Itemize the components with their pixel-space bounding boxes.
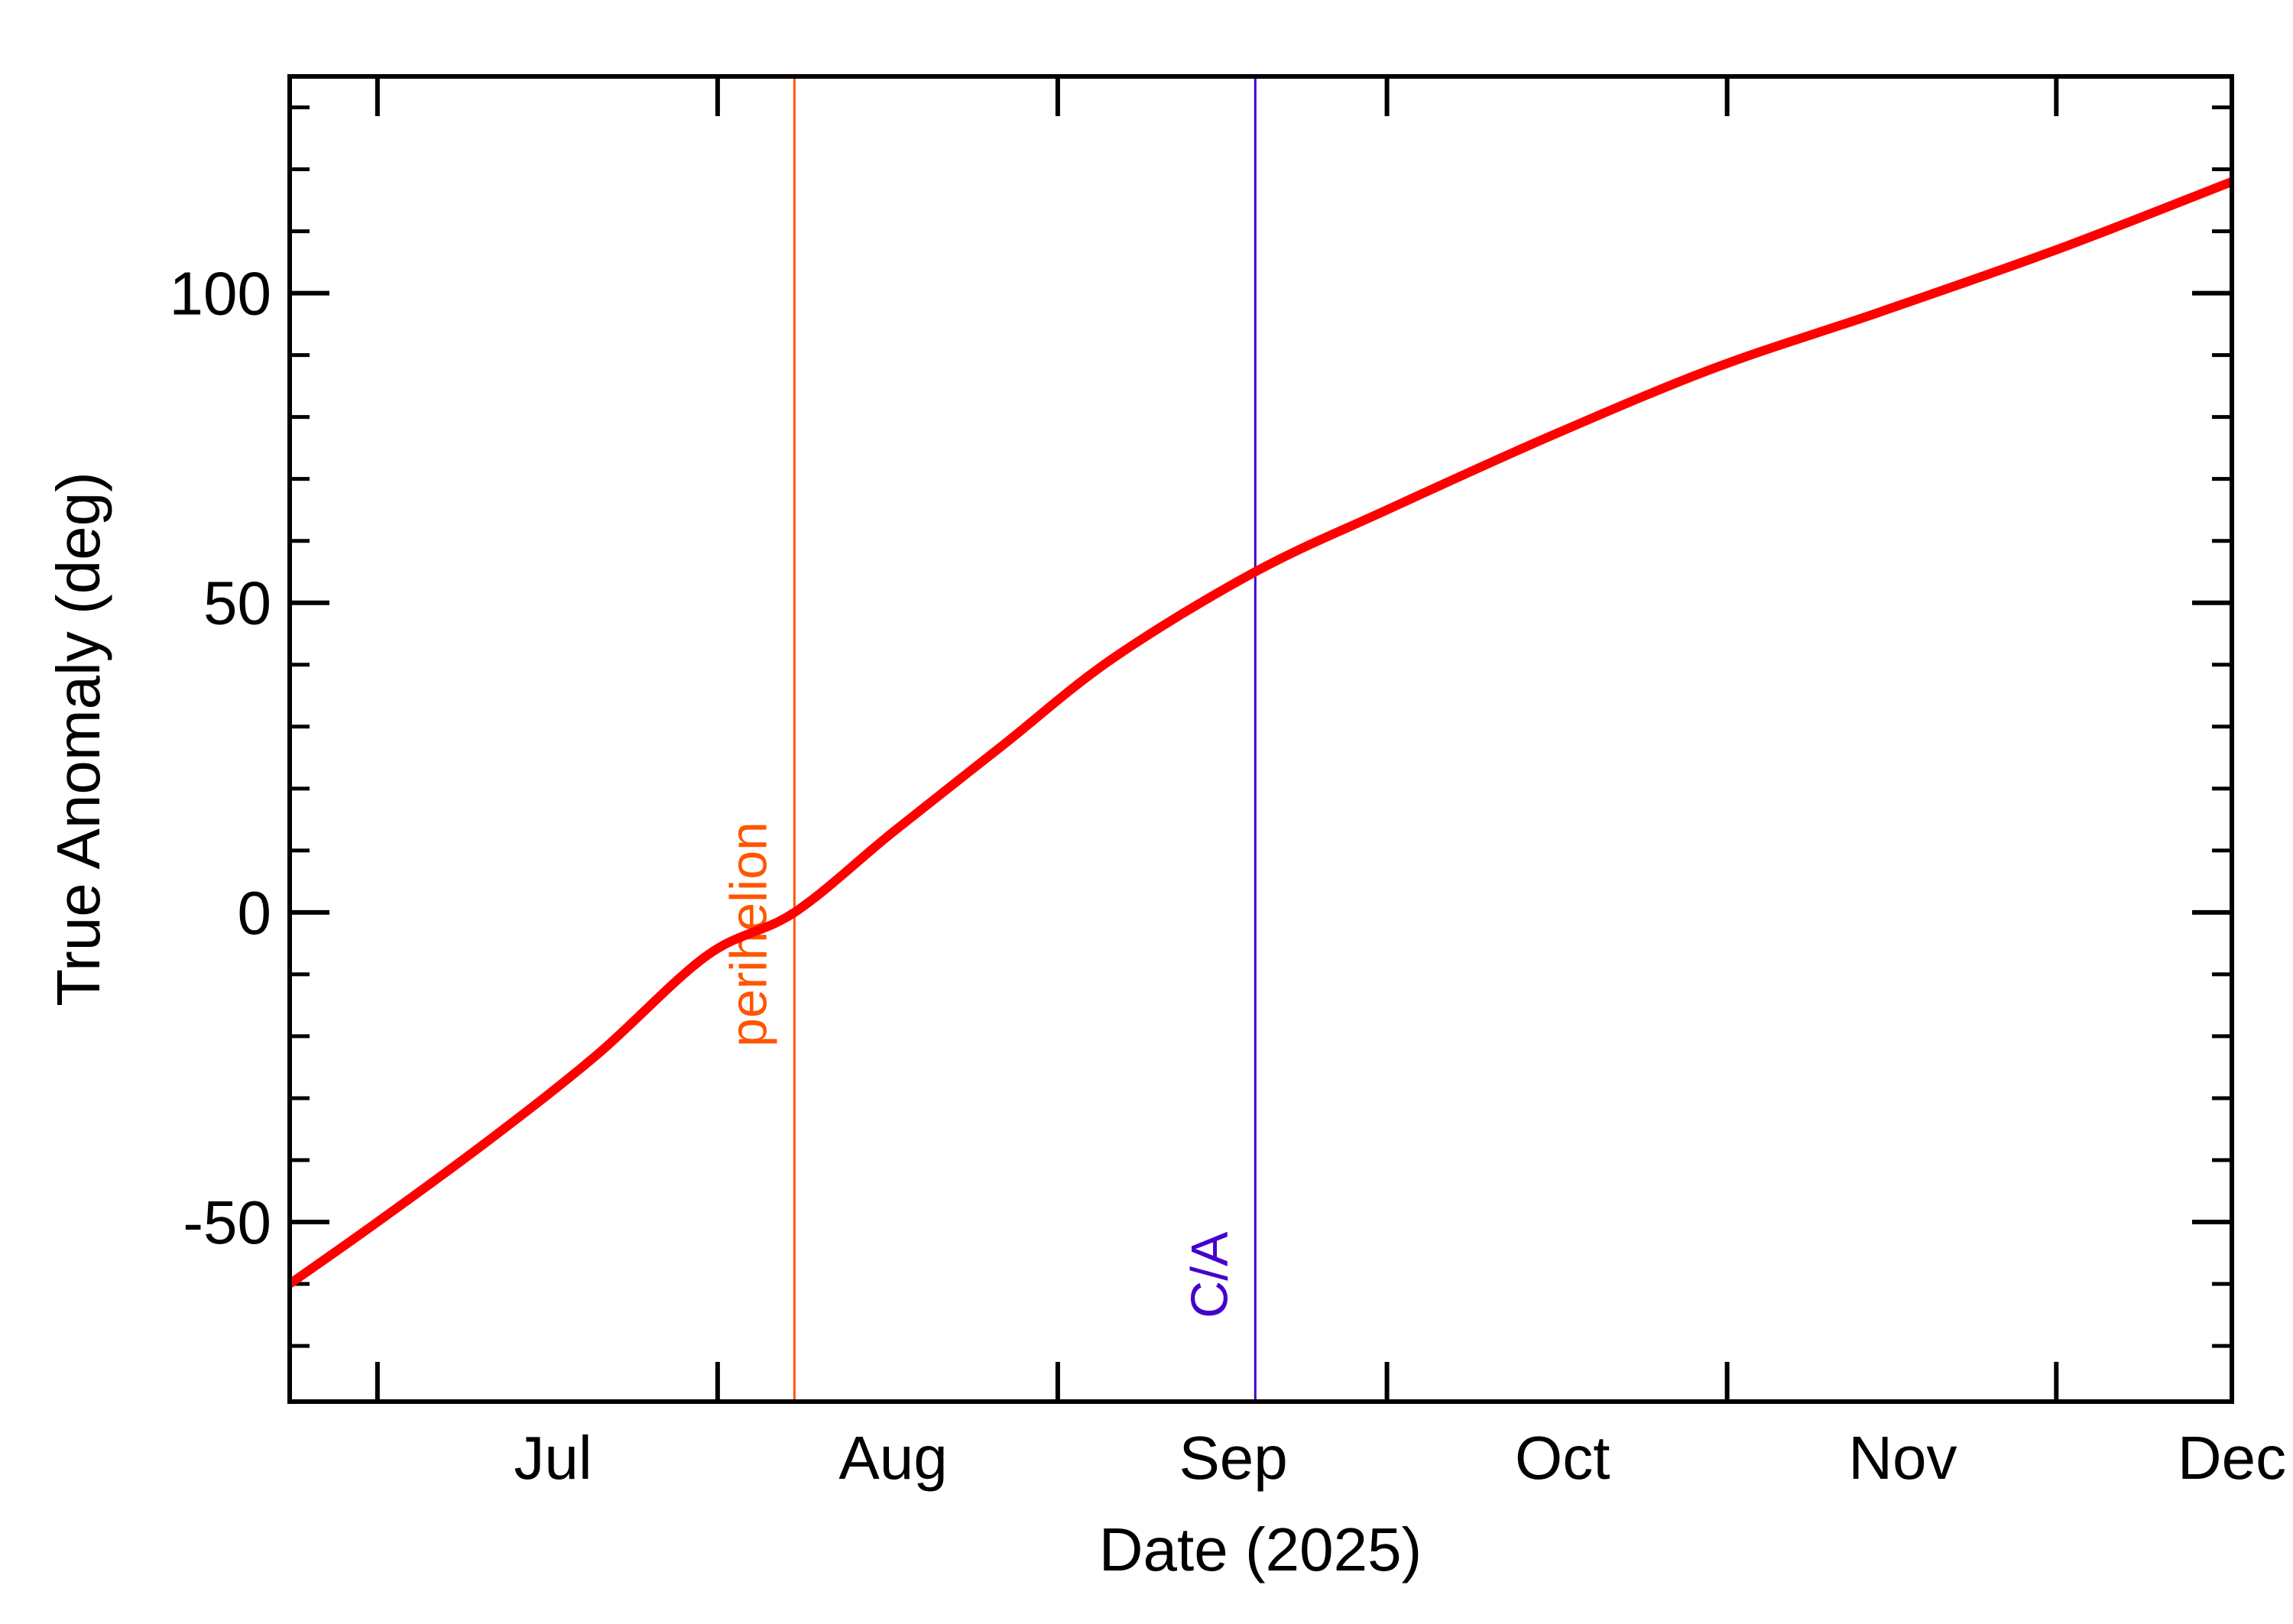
tick-labels: Jul Aug Sep Oct Nov Dec -50 0 50 100	[170, 260, 2287, 1492]
y-tick-label: 0	[238, 879, 272, 947]
x-tick-label: Dec	[2178, 1424, 2286, 1492]
y-tick-label: 100	[170, 260, 271, 328]
plot-frame	[287, 74, 2234, 1404]
event-marker-label: C/A	[1180, 1231, 1238, 1318]
x-tick-label: Sep	[1179, 1424, 1287, 1492]
series-line	[287, 177, 2234, 1288]
x-tick-label: Jul	[514, 1424, 592, 1492]
x-tick-label: Oct	[1515, 1424, 1610, 1492]
y-tick-label: -50	[183, 1188, 271, 1256]
y-tick-label: 50	[203, 569, 271, 637]
axis-ticks	[290, 76, 2232, 1402]
x-tick-label: Nov	[1848, 1424, 1957, 1492]
x-axis-title: Date (2025)	[1099, 1515, 1422, 1583]
y-axis-title: True Anomaly (deg)	[44, 472, 112, 1006]
x-tick-label: Aug	[838, 1424, 947, 1492]
data-series	[287, 177, 2234, 1288]
